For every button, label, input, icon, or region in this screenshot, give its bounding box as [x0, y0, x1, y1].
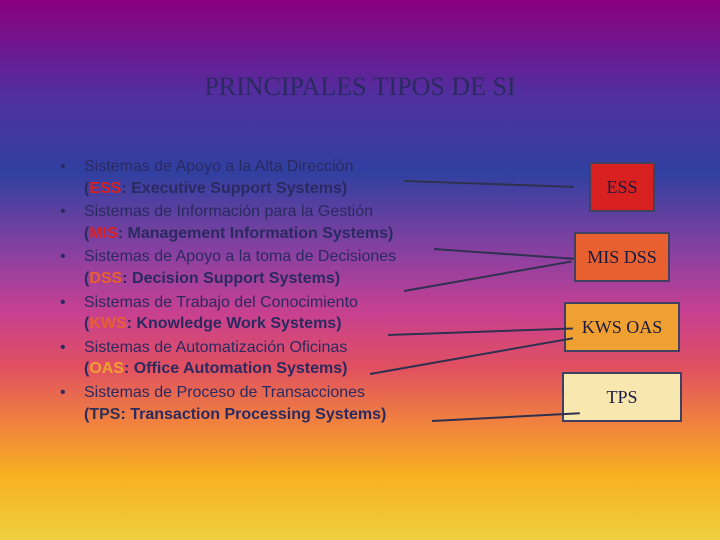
bullet-rest: : Knowledge Work Systems) [127, 315, 342, 332]
bullet-item: •Sistemas de Proceso de Transacciones (TP… [60, 382, 470, 425]
bullet-line2: (DSS: Decision Support Systems) [84, 268, 470, 290]
bullet-text: Sistemas de Trabajo del Conocimiento (KWS… [84, 292, 470, 335]
bullet-abbr: OAS [89, 360, 124, 377]
bullet-list: •Sistemas de Apoyo a la Alta Dirección(E… [60, 156, 470, 427]
bullet-line2: (KWS: Knowledge Work Systems) [84, 313, 470, 335]
slide-title: PRINCIPALES TIPOS DE SI [0, 72, 720, 102]
bullet-line1: Sistemas de Proceso de Transacciones [84, 384, 365, 401]
bullet-item: •Sistemas de Apoyo a la Alta Dirección(E… [60, 156, 470, 199]
pyramid-level: MIS DSS [574, 232, 670, 282]
bullet-marker: • [60, 337, 84, 359]
bullet-line1: Sistemas de Apoyo a la toma de Decisione… [84, 248, 396, 265]
bullet-item: •Sistemas de Información para la Gestión… [60, 201, 470, 244]
bullet-abbr: DSS [89, 270, 122, 287]
bullet-line1: Sistemas de Trabajo del Conocimiento [84, 294, 358, 311]
bullet-marker: • [60, 382, 84, 404]
bullet-marker: • [60, 156, 84, 178]
bullet-line1: Sistemas de Información para la Gestión [84, 203, 373, 220]
bullet-line1: Sistemas de Automatización Oficinas [84, 339, 347, 356]
bullet-rest: : Office Automation Systems) [124, 360, 347, 377]
bullet-text: Sistemas de Apoyo a la Alta Dirección(ES… [84, 156, 470, 199]
bullet-marker: • [60, 292, 84, 314]
bullet-abbr: MIS [89, 225, 117, 242]
bullet-abbr: KWS [89, 315, 126, 332]
bullet-marker: • [60, 201, 84, 223]
bullet-text: Sistemas de Información para la Gestión (… [84, 201, 470, 244]
bullet-line2: (MIS: Management Information Systems) [84, 223, 470, 245]
bullet-line2: (OAS: Office Automation Systems) [84, 358, 470, 380]
bullet-marker: • [60, 246, 84, 268]
bullet-rest: : Transaction Processing Systems) [120, 406, 386, 423]
bullet-rest: : Executive Support Systems) [121, 180, 347, 197]
bullet-item: •Sistemas de Trabajo del Conocimiento (KW… [60, 292, 470, 335]
bullet-text: Sistemas de Automatización Oficinas (OAS:… [84, 337, 470, 380]
pyramid-level: ESS [589, 162, 655, 212]
bullet-rest: : Management Information Systems) [118, 225, 394, 242]
bullet-text: Sistemas de Apoyo a la toma de Decisione… [84, 246, 470, 289]
pyramid: ESS MIS DSS KWS OAS TPS [562, 162, 682, 442]
pyramid-level: KWS OAS [564, 302, 680, 352]
bullet-text: Sistemas de Proceso de Transacciones (TPS… [84, 382, 470, 425]
bullet-line1: Sistemas de Apoyo a la Alta Dirección [84, 158, 353, 175]
bullet-rest: : Decision Support Systems) [122, 270, 340, 287]
bullet-abbr: ESS [89, 180, 121, 197]
pyramid-level: TPS [562, 372, 682, 422]
bullet-item: •Sistemas de Automatización Oficinas (OAS… [60, 337, 470, 380]
bullet-abbr: TPS [89, 406, 120, 423]
bullet-item: •Sistemas de Apoyo a la toma de Decision… [60, 246, 470, 289]
bullet-line2: (TPS: Transaction Processing Systems) [84, 404, 470, 426]
